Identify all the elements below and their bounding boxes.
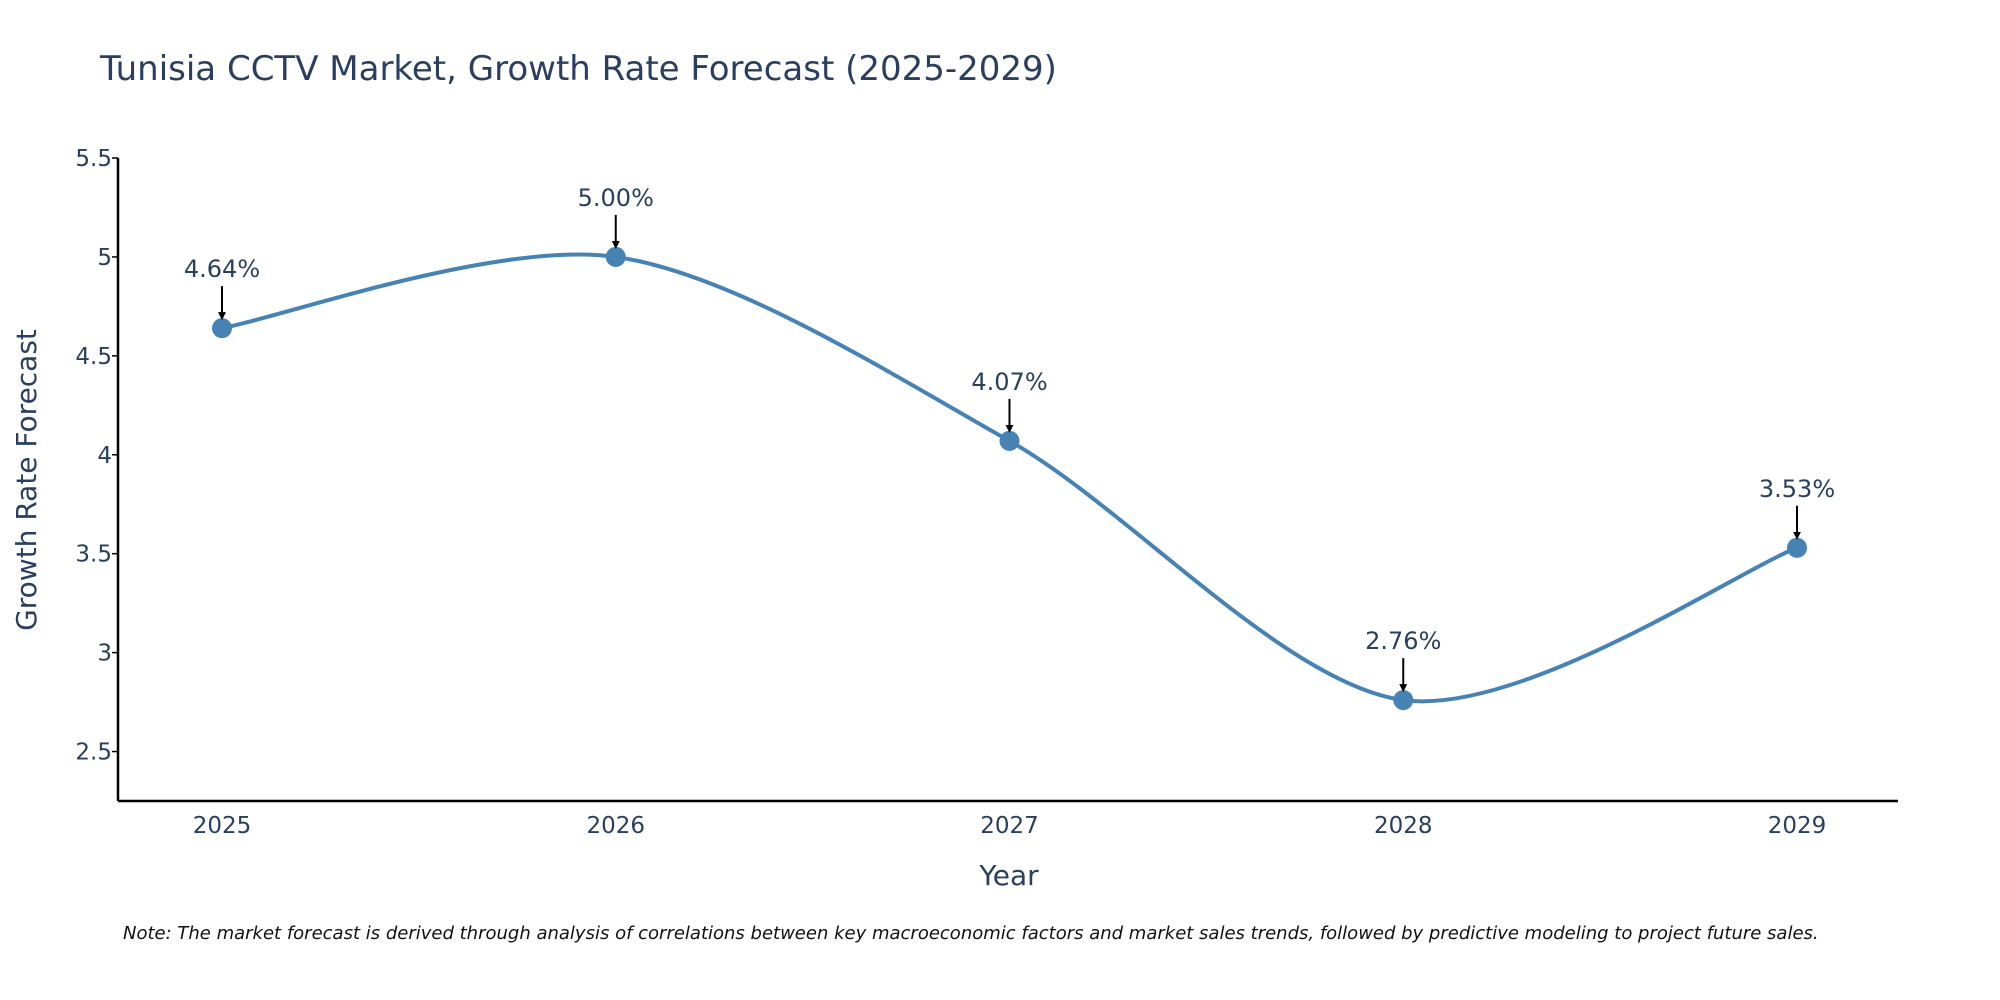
data-label: 3.53%: [1759, 475, 1835, 503]
data-label: 5.00%: [578, 184, 654, 212]
x-tick-label: 2027: [980, 813, 1039, 839]
x-axis-title: Year: [978, 859, 1039, 892]
y-tick-label: 3.5: [75, 542, 112, 568]
chart-title: Tunisia CCTV Market, Growth Rate Forecas…: [99, 49, 1057, 89]
data-point: [1787, 537, 1807, 558]
x-tick-label: 2025: [193, 813, 252, 839]
y-tick-label: 4.5: [75, 344, 112, 370]
y-tick-label: 2.5: [75, 740, 112, 766]
y-tick-label: 4: [97, 443, 112, 469]
footnote: Note: The market forecast is derived thr…: [123, 923, 1819, 944]
data-label: 4.64%: [184, 255, 260, 283]
data-label: 4.07%: [971, 368, 1047, 396]
data-point: [1393, 690, 1414, 711]
x-tick-label: 2029: [1768, 813, 1827, 839]
data-labels: 4.64% 5.00% 4.07% 2.76% 3.53%: [184, 184, 1835, 693]
y-tick-label: 5.5: [75, 146, 112, 172]
x-tick-label: 2028: [1374, 813, 1433, 839]
data-point: [999, 430, 1020, 451]
data-label: 2.76%: [1365, 627, 1441, 655]
series-line: [221, 252, 1798, 704]
data-point: [212, 318, 232, 339]
series-line-group: [212, 246, 1807, 711]
x-tick-label: 2026: [586, 813, 645, 839]
y-axis: 2.5 3 3.5 4 4.5 5 5.5: [75, 146, 120, 801]
y-tick-label: 3: [97, 641, 112, 667]
data-point: [605, 246, 626, 267]
x-axis: 2025 2026 2027 2028 2029: [118, 799, 1898, 839]
y-axis-title: Growth Rate Forecast: [10, 329, 43, 631]
y-tick-label: 5: [97, 245, 112, 271]
